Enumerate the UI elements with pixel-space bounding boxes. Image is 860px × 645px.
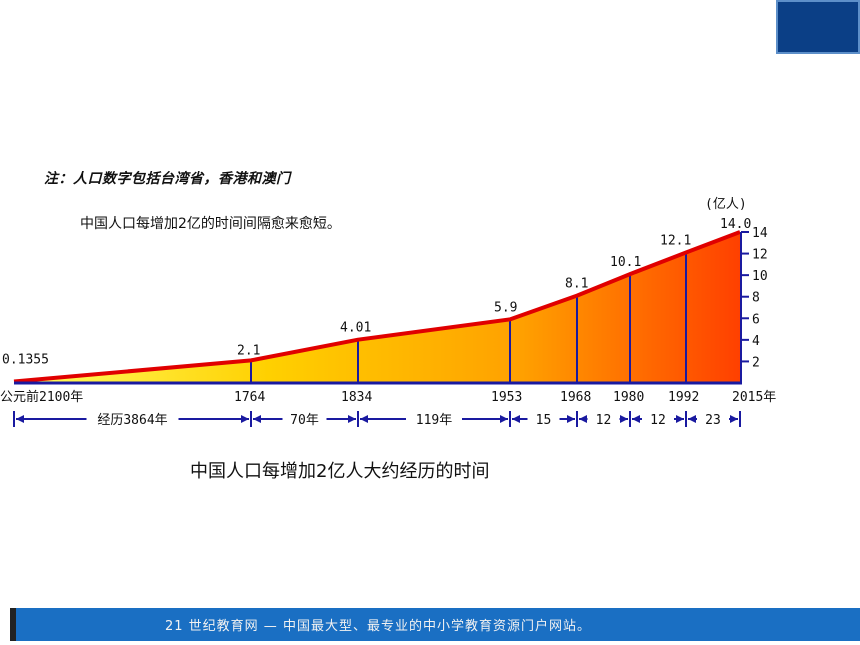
year-label: 公元前2100年	[0, 389, 83, 405]
logo	[776, 0, 860, 54]
year-label: 1992	[668, 390, 699, 405]
y-tick-label: 10	[752, 269, 768, 284]
interval-label: 经历3864年	[97, 413, 167, 428]
year-label: 1980	[613, 390, 644, 405]
interval-label: 12	[596, 413, 612, 428]
value-label: 2.1	[237, 343, 260, 358]
population-area	[14, 232, 740, 383]
chart-caption: 中国人口每增加2亿人大约经历的时间	[190, 461, 490, 482]
arrow-head	[567, 415, 575, 423]
arrow-head	[676, 415, 684, 423]
footer-bar	[10, 608, 860, 641]
arrow-head	[241, 415, 249, 423]
y-tick-label: 6	[752, 312, 760, 327]
value-label: 12.1	[660, 233, 691, 248]
chart-subtitle: 中国人口每增加2亿的时间间隔愈来愈短。	[80, 216, 341, 232]
arrow-head	[500, 415, 508, 423]
year-label: 2015年	[732, 390, 776, 405]
footer-text: 21 世纪教育网 — 中国最大型、最专业的中小学教育资源门户网站。	[165, 619, 591, 634]
value-label: 10.1	[610, 255, 641, 270]
year-label: 1953	[491, 390, 522, 405]
arrow-head	[360, 415, 368, 423]
y-tick-label: 8	[752, 291, 760, 306]
value-label: 14.0	[720, 217, 751, 232]
y-tick-label: 4	[752, 334, 760, 349]
arrow-head	[348, 415, 356, 423]
arrow-head	[579, 415, 587, 423]
arrow-head	[688, 415, 696, 423]
value-label: 5.9	[494, 300, 517, 315]
chart-note: 注：人口数字包括台湾省，香港和澳门	[44, 171, 291, 187]
interval-label: 23	[705, 413, 721, 428]
population-chart: 2 4 6 8 10 12 14 (亿人) 0.1355 2.1 4.01 5.9 8.1 10.1 12…	[0, 197, 776, 428]
arrow-head	[730, 415, 738, 423]
interval-label: 119年	[416, 413, 452, 428]
value-label: 8.1	[565, 277, 588, 292]
value-label: 0.1355	[2, 353, 49, 368]
population-line	[13, 230, 741, 384]
year-label: 1834	[341, 390, 372, 405]
y-tick-label: 12	[752, 248, 768, 263]
interval-label: 70年	[290, 413, 319, 428]
arrow-head	[253, 415, 261, 423]
arrow-head	[620, 415, 628, 423]
year-label: 1764	[234, 390, 265, 405]
footer: 21 世纪教育网 — 中国最大型、最专业的中小学教育资源门户网站。	[0, 604, 860, 645]
y-unit-label: (亿人)	[705, 197, 747, 212]
year-label: 1968	[560, 390, 591, 405]
arrow-head	[512, 415, 520, 423]
y-tick-label: 14	[752, 226, 768, 241]
interval-label: 12	[650, 413, 666, 428]
arrow-head	[16, 415, 24, 423]
interval-label: 15	[536, 413, 552, 428]
arrow-head	[632, 415, 640, 423]
value-label: 4.01	[340, 321, 371, 336]
y-tick-label: 2	[752, 355, 760, 370]
